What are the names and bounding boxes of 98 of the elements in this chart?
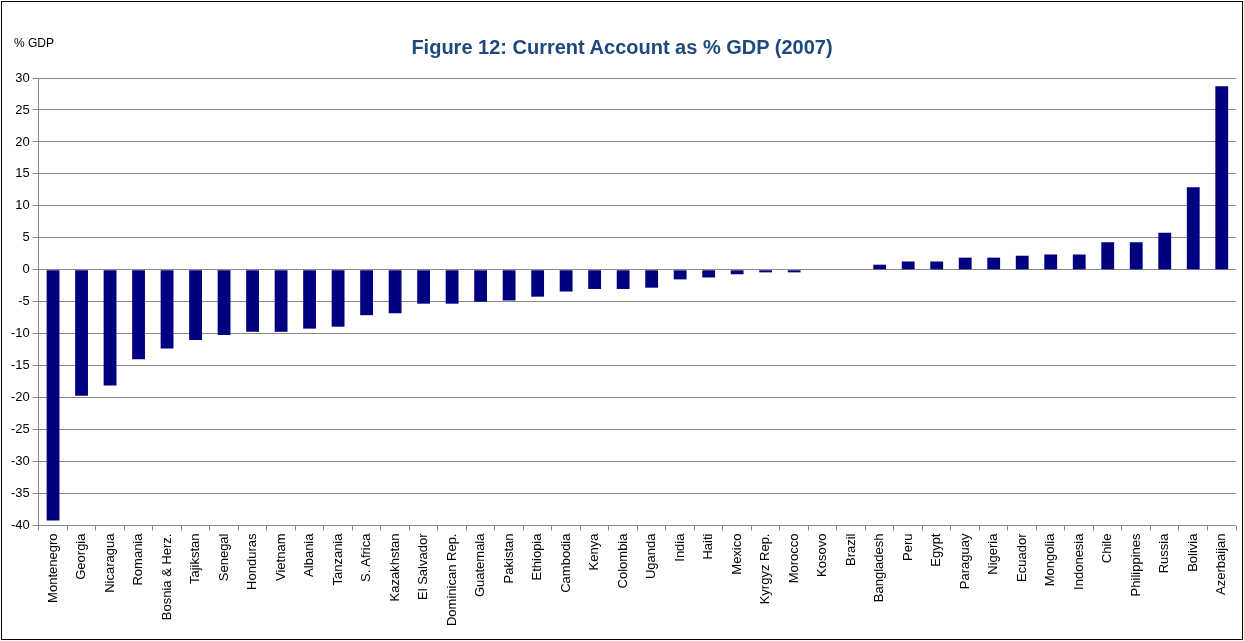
y-tick-label: -20 bbox=[10, 389, 30, 405]
bar bbox=[673, 270, 687, 280]
bar bbox=[1129, 242, 1143, 270]
bar bbox=[1015, 255, 1029, 270]
y-tick-label: -40 bbox=[10, 517, 30, 533]
bar bbox=[246, 270, 259, 332]
x-tick-label: Egypt bbox=[928, 533, 944, 567]
bar bbox=[445, 270, 459, 304]
y-tick-label: 30 bbox=[15, 69, 30, 85]
bar bbox=[274, 270, 288, 332]
x-tick-label: Indonesia bbox=[1070, 532, 1086, 590]
bar bbox=[1101, 242, 1115, 270]
bar bbox=[160, 270, 174, 349]
y-tick-label: 25 bbox=[15, 101, 30, 117]
bar bbox=[360, 270, 374, 316]
y-tick-label: 5 bbox=[22, 229, 30, 245]
x-tick-label: Bangladesh bbox=[871, 533, 887, 603]
bar bbox=[132, 270, 145, 360]
bar bbox=[46, 270, 60, 521]
x-tick-label: Guatemala bbox=[472, 532, 488, 598]
x-tick-label: Brazil bbox=[842, 533, 858, 567]
x-tick-label: Haiti bbox=[700, 533, 716, 560]
bar bbox=[331, 270, 345, 327]
x-tick-label: Bolivia bbox=[1184, 532, 1200, 572]
x-tick-label: Philippines bbox=[1127, 533, 1143, 597]
x-tick-label: Albania bbox=[301, 532, 317, 577]
x-tick-label: Montenegro bbox=[44, 533, 60, 603]
bar bbox=[958, 257, 972, 270]
bar bbox=[189, 270, 202, 341]
x-tick-label: Honduras bbox=[244, 533, 260, 590]
x-tick-label: Peru bbox=[899, 533, 915, 561]
x-tick-label: Tanzania bbox=[329, 532, 345, 586]
bar bbox=[531, 270, 545, 297]
x-tick-label: Uganda bbox=[643, 532, 659, 580]
bar bbox=[1072, 254, 1086, 270]
bar bbox=[303, 270, 316, 329]
bar bbox=[502, 270, 516, 301]
chart-title: Figure 12: Current Account as % GDP (2007) bbox=[411, 35, 833, 58]
x-tick-label: Senegal bbox=[215, 533, 231, 582]
x-tick-label: Paraguay bbox=[956, 533, 972, 590]
x-tick-label: Tajikstan bbox=[187, 533, 203, 585]
x-tick-label: Nigeria bbox=[985, 532, 1001, 575]
x-tick-label: Mongolia bbox=[1042, 532, 1058, 587]
y-tick-label: 0 bbox=[22, 261, 30, 277]
x-tick-label: Morocco bbox=[785, 533, 801, 584]
x-tick-label: Kyrgyz Rep. bbox=[757, 533, 773, 605]
x-tick-label: India bbox=[671, 532, 687, 562]
bar bbox=[1044, 254, 1058, 270]
bar bbox=[787, 270, 801, 273]
x-tick-label: Mexico bbox=[728, 533, 744, 575]
y-tick-label: -30 bbox=[10, 453, 30, 469]
x-tick-label: Nicaragua bbox=[101, 532, 117, 593]
bar bbox=[1186, 187, 1200, 270]
bar bbox=[588, 270, 602, 289]
bar bbox=[1158, 232, 1172, 270]
bar bbox=[388, 270, 402, 314]
bar bbox=[702, 270, 716, 278]
bar bbox=[559, 270, 573, 292]
x-tick-label: Bosnia & Herz. bbox=[158, 533, 174, 621]
y-tick-label: -10 bbox=[10, 325, 30, 341]
x-tick-label: Ethiopia bbox=[529, 532, 545, 581]
bar bbox=[103, 270, 117, 386]
bar bbox=[217, 270, 231, 335]
y-tick-label: -35 bbox=[10, 485, 30, 501]
x-tick-label: Vietnam bbox=[272, 533, 288, 581]
x-tick-label: Russia bbox=[1156, 532, 1172, 574]
bar bbox=[616, 270, 630, 289]
bar bbox=[1215, 86, 1229, 270]
x-tick-label: Ecuador bbox=[1013, 532, 1029, 582]
x-tick-label: Cambodia bbox=[557, 532, 573, 593]
bar bbox=[75, 270, 88, 396]
x-tick-label: Kazakhstan bbox=[386, 533, 402, 602]
x-tick-label: Romania bbox=[130, 532, 146, 586]
bar bbox=[417, 270, 431, 304]
bar bbox=[759, 270, 773, 273]
x-tick-label: S. Africa bbox=[358, 532, 374, 582]
x-tick-label: Pakistan bbox=[500, 533, 516, 584]
x-tick-label: Azerbaijan bbox=[1213, 533, 1229, 595]
x-tick-label: Georgia bbox=[73, 532, 89, 580]
y-tick-label: -15 bbox=[10, 357, 30, 373]
x-tick-label: Colombia bbox=[614, 532, 630, 589]
x-tick-label: Kenya bbox=[586, 532, 602, 571]
bar bbox=[730, 270, 744, 275]
x-tick-label: Dominican Rep. bbox=[443, 533, 459, 627]
y-tick-label: 10 bbox=[15, 197, 30, 213]
bar bbox=[474, 270, 488, 302]
bar bbox=[901, 261, 915, 270]
x-tick-label: Chile bbox=[1099, 533, 1115, 564]
x-tick-label: Kosovo bbox=[814, 533, 830, 577]
y-axis-title: % GDP bbox=[14, 36, 55, 51]
y-tick-label: -5 bbox=[18, 293, 30, 309]
y-tick-label: 15 bbox=[15, 165, 30, 181]
bar bbox=[930, 261, 944, 270]
x-tick-label: El Salvador bbox=[415, 532, 431, 600]
bar bbox=[645, 270, 659, 288]
y-tick-label: -25 bbox=[10, 421, 30, 437]
bar bbox=[987, 257, 1001, 270]
y-tick-label: 20 bbox=[15, 133, 30, 149]
